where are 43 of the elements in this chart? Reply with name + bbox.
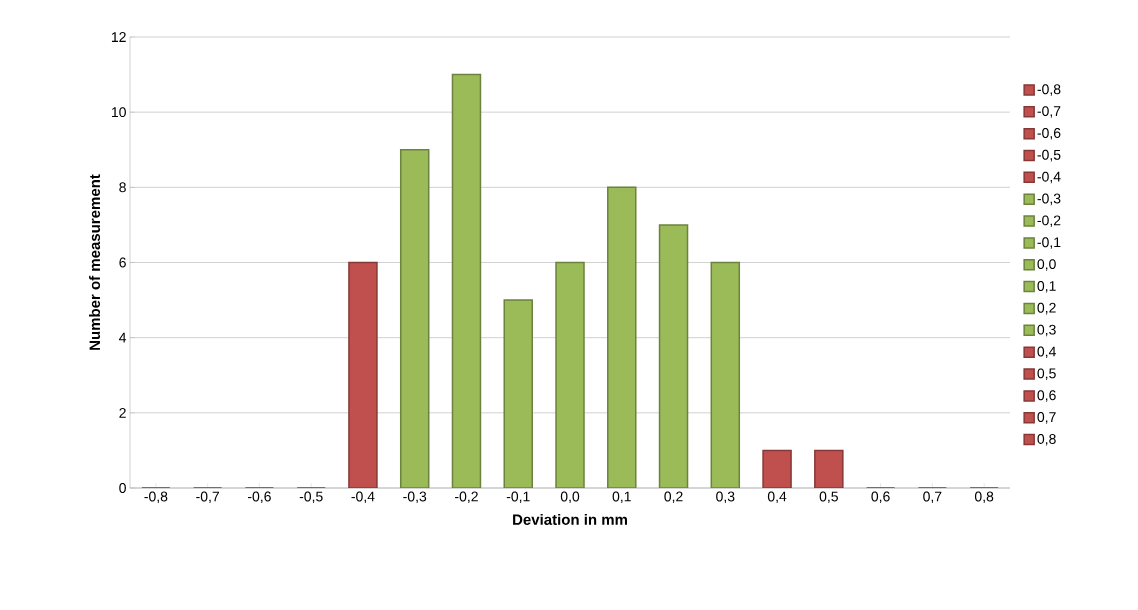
legend-label: 0,3	[1037, 324, 1056, 337]
x-tick-label: 0,5	[819, 491, 838, 504]
x-tick-label: 0,2	[664, 491, 683, 504]
x-tick-label: -0,1	[506, 491, 530, 504]
x-tick-label: -0,4	[351, 491, 375, 504]
legend-label: -0,7	[1037, 106, 1061, 118]
y-tick-label: 0	[119, 483, 126, 493]
x-tick-label: -0,7	[196, 491, 219, 504]
legend-label: -0,2	[1037, 215, 1061, 227]
x-tick-label: -0,2	[455, 491, 478, 504]
x-tick-label: -0,3	[403, 491, 427, 504]
legend-label: -0,3	[1037, 193, 1061, 206]
legend-label: 0,1	[1037, 280, 1056, 293]
y-axis-title: Number of measurement	[89, 174, 101, 350]
x-axis-title: Deviation in mm	[513, 513, 627, 525]
legend-label: 0,5	[1037, 368, 1056, 380]
x-tick-label: 0,7	[923, 491, 942, 504]
x-tick-label: 0,3	[716, 491, 735, 504]
legend-label: 0,6	[1037, 390, 1056, 402]
y-tick-label: 8	[119, 182, 126, 193]
x-tick-label: 0,4	[767, 491, 787, 504]
legend-label: 0,0	[1037, 259, 1056, 271]
y-tick-label: 4	[119, 332, 127, 343]
legend-label: -0,4	[1037, 171, 1061, 184]
legend-label: 0,8	[1037, 433, 1056, 446]
x-tick-label: -0,8	[144, 491, 168, 504]
legend-label: 0,2	[1037, 302, 1056, 315]
y-tick-label: 10	[111, 107, 126, 118]
legend-label: 0,4	[1037, 346, 1056, 359]
legend-label: -0,5	[1037, 149, 1061, 162]
x-tick-label: -0,6	[247, 491, 271, 504]
x-tick-label: 0,6	[871, 491, 890, 504]
legend-label: -0,8	[1037, 84, 1061, 96]
legend-label: -0,1	[1037, 237, 1061, 249]
y-tick-label: 6	[119, 257, 126, 268]
x-tick-label: 0,1	[612, 491, 631, 504]
x-tick-label: 0,0	[560, 491, 580, 504]
x-tick-label: 0,8	[974, 491, 994, 504]
y-tick-label: 12	[111, 32, 126, 42]
y-tick-label: 2	[119, 407, 126, 418]
x-tick-label: -0,5	[299, 491, 323, 504]
legend-label: -0,6	[1037, 128, 1061, 140]
legend-label: 0,7	[1037, 412, 1056, 424]
